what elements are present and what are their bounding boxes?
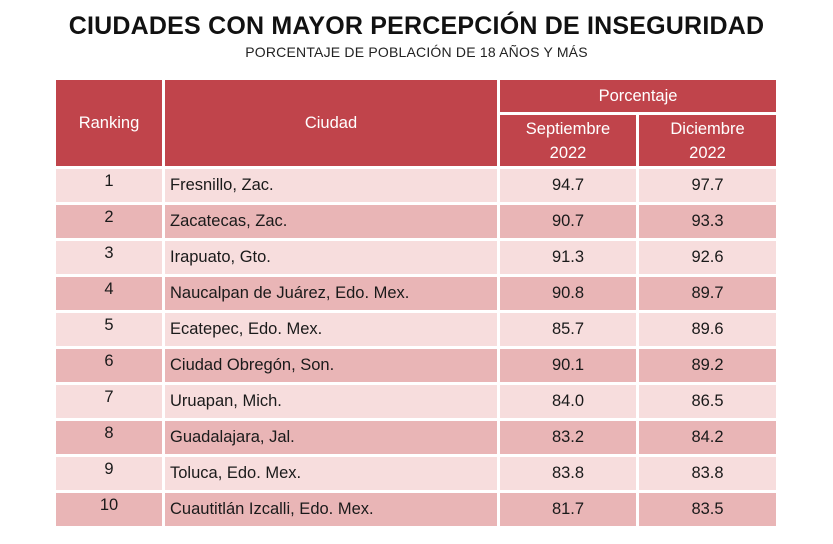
rank-cell: 5 xyxy=(56,313,162,346)
september-value-cell: 84.0 xyxy=(500,385,636,418)
rank-cell: 9 xyxy=(56,457,162,490)
table-row: 6 Ciudad Obregón, Son. 90.1 89.2 xyxy=(56,349,777,382)
september-value-cell: 90.1 xyxy=(500,349,636,382)
december-value-cell: 84.2 xyxy=(639,421,777,454)
table-row: 7 Uruapan, Mich. 84.0 86.5 xyxy=(56,385,777,418)
september-value-cell: 83.2 xyxy=(500,421,636,454)
september-value-cell: 90.8 xyxy=(500,277,636,310)
september-value-cell: 85.7 xyxy=(500,313,636,346)
header-september: Septiembre 2022 xyxy=(500,115,636,166)
rank-cell: 3 xyxy=(56,241,162,274)
rank-cell: 7 xyxy=(56,385,162,418)
header-ranking: Ranking xyxy=(56,80,162,166)
december-value-cell: 97.7 xyxy=(639,169,777,202)
city-cell: Toluca, Edo. Mex. xyxy=(165,457,497,490)
page-title: CIUDADES CON MAYOR PERCEPCIÓN DE INSEGUR… xyxy=(68,12,765,40)
rank-cell: 6 xyxy=(56,349,162,382)
table-row: 10 Cuautitlán Izcalli, Edo. Mex. 81.7 83… xyxy=(56,493,777,526)
header-percentage: Porcentaje xyxy=(500,80,777,113)
table-row: 9 Toluca, Edo. Mex. 83.8 83.8 xyxy=(56,457,777,490)
december-value-cell: 89.2 xyxy=(639,349,777,382)
table-row: 1 Fresnillo, Zac. 94.7 97.7 xyxy=(56,169,777,202)
december-value-cell: 86.5 xyxy=(639,385,777,418)
page-subtitle: PORCENTAJE DE POBLACIÓN DE 18 AÑOS Y MÁS xyxy=(245,44,588,60)
december-value-cell: 89.7 xyxy=(639,277,777,310)
september-value-cell: 81.7 xyxy=(500,493,636,526)
table-header: Ranking Ciudad Porcentaje Septiembre 202… xyxy=(56,80,777,166)
city-cell: Naucalpan de Juárez, Edo. Mex. xyxy=(165,277,497,310)
table-row: 4 Naucalpan de Juárez, Edo. Mex. 90.8 89… xyxy=(56,277,777,310)
september-value-cell: 90.7 xyxy=(500,205,636,238)
rank-cell: 8 xyxy=(56,421,162,454)
rank-cell: 4 xyxy=(56,277,162,310)
city-cell: Cuautitlán Izcalli, Edo. Mex. xyxy=(165,493,497,526)
city-cell: Irapuato, Gto. xyxy=(165,241,497,274)
ranking-table: Ranking Ciudad Porcentaje Septiembre 202… xyxy=(53,77,779,529)
rank-cell: 2 xyxy=(56,205,162,238)
header-september-year: 2022 xyxy=(549,143,587,162)
table-row: 8 Guadalajara, Jal. 83.2 84.2 xyxy=(56,421,777,454)
december-value-cell: 83.8 xyxy=(639,457,777,490)
header-september-month: Septiembre xyxy=(525,119,611,138)
header-city: Ciudad xyxy=(165,80,497,166)
september-value-cell: 91.3 xyxy=(500,241,636,274)
city-cell: Uruapan, Mich. xyxy=(165,385,497,418)
december-value-cell: 83.5 xyxy=(639,493,777,526)
december-value-cell: 93.3 xyxy=(639,205,777,238)
december-value-cell: 89.6 xyxy=(639,313,777,346)
table-row: 5 Ecatepec, Edo. Mex. 85.7 89.6 xyxy=(56,313,777,346)
table-row: 3 Irapuato, Gto. 91.3 92.6 xyxy=(56,241,777,274)
rank-cell: 1 xyxy=(56,169,162,202)
city-cell: Guadalajara, Jal. xyxy=(165,421,497,454)
city-cell: Zacatecas, Zac. xyxy=(165,205,497,238)
header-december-month: Diciembre xyxy=(670,119,745,138)
city-cell: Ecatepec, Edo. Mex. xyxy=(165,313,497,346)
december-value-cell: 92.6 xyxy=(639,241,777,274)
header-december-year: 2022 xyxy=(689,143,726,162)
rank-cell: 10 xyxy=(56,493,162,526)
table-body: 1 Fresnillo, Zac. 94.7 97.7 2 Zacatecas,… xyxy=(56,169,777,526)
september-value-cell: 94.7 xyxy=(500,169,636,202)
table-row: 2 Zacatecas, Zac. 90.7 93.3 xyxy=(56,205,777,238)
city-cell: Ciudad Obregón, Son. xyxy=(165,349,497,382)
city-cell: Fresnillo, Zac. xyxy=(165,169,497,202)
september-value-cell: 83.8 xyxy=(500,457,636,490)
header-december: Diciembre 2022 xyxy=(639,115,777,166)
